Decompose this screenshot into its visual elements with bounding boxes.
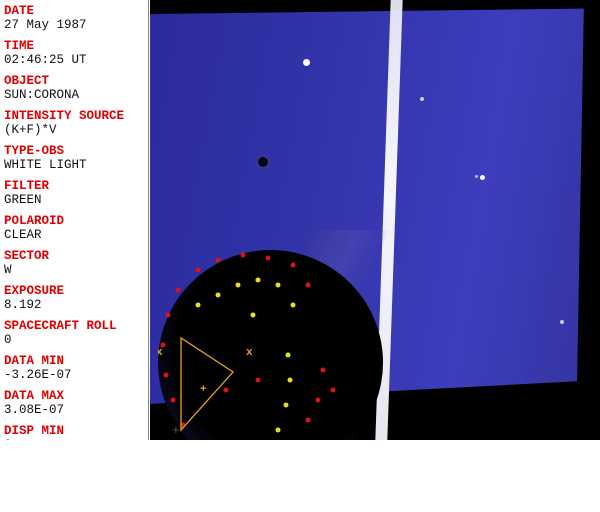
meta-field-7: SECTOR W — [4, 249, 146, 277]
meta-field-6: POLAROID CLEAR — [4, 214, 146, 242]
black-mask-top — [150, 0, 600, 14]
svg-text:+: + — [200, 384, 207, 396]
meta-field-1: TIME 02:46:25 UT — [4, 39, 146, 67]
meta-field-8: EXPOSURE 8.192 — [4, 284, 146, 312]
corona-image[interactable]: x x + + + — [150, 0, 600, 440]
meta-field-2: OBJECT SUN:CORONA — [4, 74, 146, 102]
meta-field-0: DATE 27 May 1987 — [4, 4, 146, 32]
svg-text:x: x — [246, 347, 253, 359]
occulting-disk: x x + — [158, 250, 383, 440]
metadata-panel: DATE 27 May 1987 TIME 02:46:25 UT OBJECT… — [0, 0, 149, 440]
meta-field-5: FILTER GREEN — [4, 179, 146, 207]
smm-coronagraph-viewer: DATE 27 May 1987 TIME 02:46:25 UT OBJECT… — [0, 0, 600, 512]
meta-field-4: TYPE-OBS WHITE LIGHT — [4, 144, 146, 172]
faint-speck-1 — [420, 97, 424, 101]
svg-text:x: x — [158, 347, 163, 359]
dark-speck — [258, 157, 268, 167]
corona-gradient-field: x x + + + — [150, 0, 600, 440]
faint-speck-3 — [560, 320, 564, 324]
image-crosshair-bottom: + — [172, 424, 180, 437]
meta-field-9: SPACECRAFT ROLL 0 — [4, 319, 146, 347]
black-mask-right — [560, 0, 600, 440]
bright-speck-2 — [480, 175, 485, 180]
bottom-strip: HAO SMM Coronagraph 0 63 127 191 255 — [0, 440, 600, 512]
bright-speck — [303, 59, 310, 66]
faint-speck-2 — [475, 175, 478, 178]
meta-field-10: DATA MIN -3.26E-07 — [4, 354, 146, 382]
meta-field-3: INTENSITY SOURCE (K+F)*V — [4, 109, 146, 137]
meta-field-11: DATA MAX 3.08E-07 — [4, 389, 146, 417]
